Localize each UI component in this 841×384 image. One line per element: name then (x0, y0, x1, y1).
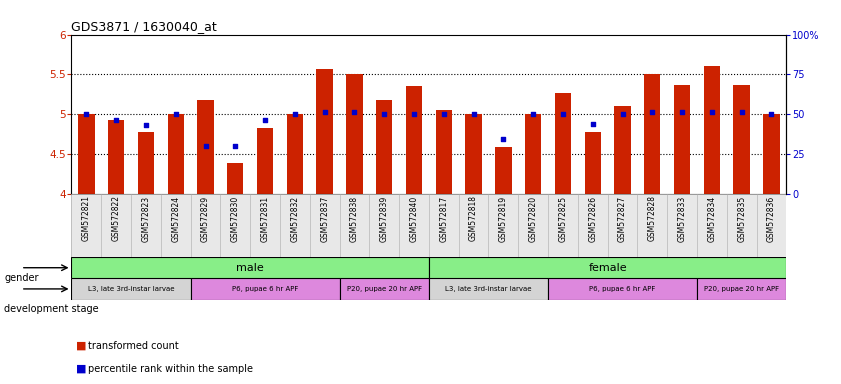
Point (735, 109, 748, 116)
Bar (340, 278, 429, 300)
Text: GSM572830: GSM572830 (230, 195, 240, 242)
Bar (555, 93, 571, 194)
Point (675, 109, 689, 116)
Text: P6, pupae 6 hr APF: P6, pupae 6 hr APF (590, 286, 656, 292)
Bar (614, 106, 631, 194)
Text: P6, pupae 6 hr APF: P6, pupae 6 hr APF (232, 286, 299, 292)
Bar (108, 119, 124, 194)
Text: GSM572820: GSM572820 (529, 195, 537, 242)
Text: GDS3871 / 1630040_at: GDS3871 / 1630040_at (71, 20, 217, 33)
Text: ■: ■ (76, 364, 86, 374)
Bar (429, 257, 786, 278)
Text: GSM572821: GSM572821 (82, 195, 91, 242)
Bar (71, 257, 429, 278)
Text: GSM572834: GSM572834 (707, 195, 717, 242)
Bar (697, 278, 786, 300)
Point (288, 111, 302, 117)
Point (586, 121, 600, 127)
Bar (465, 114, 482, 194)
Text: GSM572817: GSM572817 (439, 195, 448, 242)
Point (705, 109, 718, 116)
Bar (191, 278, 340, 300)
Text: GSM572822: GSM572822 (112, 195, 120, 242)
Bar (227, 162, 244, 194)
Bar (167, 114, 184, 194)
Text: ■: ■ (76, 341, 86, 351)
Text: GSM572825: GSM572825 (558, 195, 568, 242)
Bar (704, 66, 720, 194)
Bar (376, 100, 393, 194)
Bar (674, 84, 690, 194)
Bar (644, 74, 660, 194)
Text: GSM572826: GSM572826 (588, 195, 597, 242)
Text: GSM572818: GSM572818 (469, 195, 478, 242)
Bar (287, 114, 303, 194)
Text: percentile rank within the sample: percentile rank within the sample (88, 364, 253, 374)
Point (318, 109, 331, 116)
Text: GSM572832: GSM572832 (290, 195, 299, 242)
Point (646, 109, 659, 116)
Text: GSM572833: GSM572833 (678, 195, 686, 242)
Point (378, 111, 391, 117)
Bar (71, 278, 191, 300)
Text: GSM572823: GSM572823 (141, 195, 151, 242)
Bar (346, 74, 362, 194)
Point (198, 143, 212, 149)
Text: female: female (589, 263, 627, 273)
Text: male: male (236, 263, 264, 273)
Point (467, 111, 480, 117)
Bar (733, 84, 750, 194)
Bar (548, 278, 697, 300)
Bar (316, 69, 333, 194)
Bar (764, 114, 780, 194)
Point (407, 111, 420, 117)
Point (258, 118, 272, 124)
Bar (406, 86, 422, 194)
Point (497, 136, 510, 142)
Bar (436, 110, 452, 194)
Bar (198, 100, 214, 194)
Text: GSM572824: GSM572824 (172, 195, 180, 242)
Text: gender: gender (4, 273, 39, 283)
Bar (78, 114, 94, 194)
Bar (138, 132, 154, 194)
Point (140, 122, 153, 128)
Text: L3, late 3rd-instar larvae: L3, late 3rd-instar larvae (445, 286, 532, 292)
Bar (584, 132, 601, 194)
Text: GSM572835: GSM572835 (738, 195, 746, 242)
Point (169, 111, 182, 117)
Text: L3, late 3rd-instar larvae: L3, late 3rd-instar larvae (87, 286, 174, 292)
Bar (257, 128, 273, 194)
FancyBboxPatch shape (71, 194, 786, 257)
Point (80, 111, 93, 117)
Point (764, 111, 778, 117)
Point (347, 109, 361, 116)
Text: GSM572838: GSM572838 (350, 195, 359, 242)
Point (229, 143, 242, 149)
Text: GSM572839: GSM572839 (380, 195, 389, 242)
Point (616, 111, 629, 117)
Text: GSM572840: GSM572840 (410, 195, 419, 242)
Point (526, 111, 540, 117)
Text: transformed count: transformed count (88, 341, 179, 351)
Text: development stage: development stage (4, 304, 99, 314)
Bar (525, 114, 542, 194)
Text: P20, pupae 20 hr APF: P20, pupae 20 hr APF (346, 286, 422, 292)
Text: GSM572831: GSM572831 (261, 195, 270, 242)
Bar (495, 147, 511, 194)
Point (437, 111, 451, 117)
Point (109, 118, 123, 124)
Text: GSM572837: GSM572837 (320, 195, 329, 242)
Text: GSM572827: GSM572827 (618, 195, 627, 242)
Bar (429, 278, 548, 300)
Text: GSM572829: GSM572829 (201, 195, 210, 242)
Text: P20, pupae 20 hr APF: P20, pupae 20 hr APF (704, 286, 780, 292)
Text: GSM572836: GSM572836 (767, 195, 776, 242)
Text: GSM572819: GSM572819 (499, 195, 508, 242)
Text: GSM572828: GSM572828 (648, 195, 657, 242)
Point (556, 111, 569, 117)
